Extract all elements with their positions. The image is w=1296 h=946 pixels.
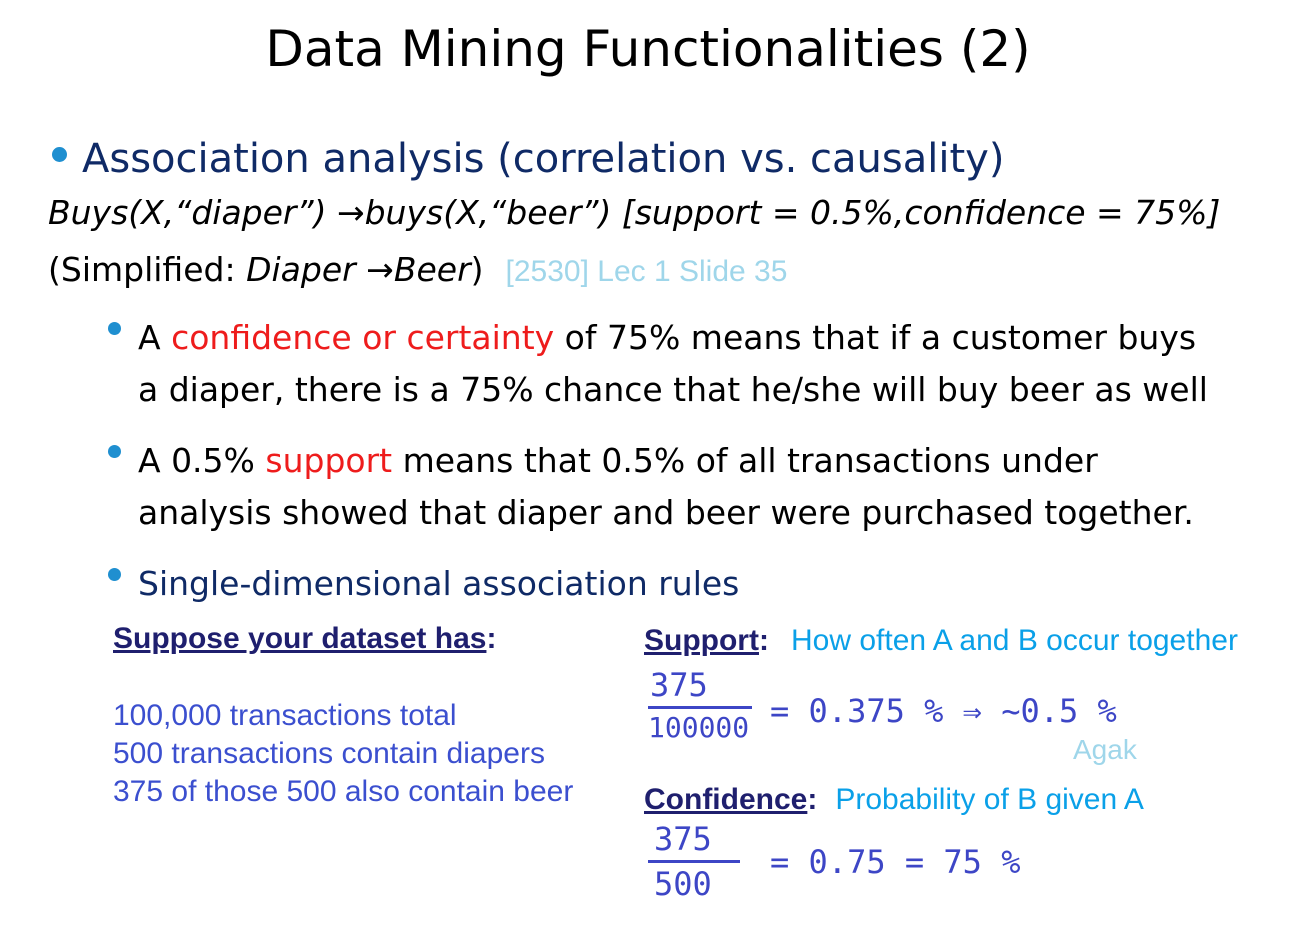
- dataset-line: 500 transactions contain diapers: [113, 737, 545, 770]
- simplified-open: (Simplified:: [48, 250, 247, 289]
- dataset-line: 100,000 transactions total: [113, 699, 457, 732]
- sub-bullet-confidence: A confidence or certainty of 75% means t…: [138, 318, 1196, 357]
- simplified-close: ): [470, 250, 484, 289]
- bullet-icon: [108, 568, 121, 581]
- sub-bullet-single-dimensional: Single-dimensional association rules: [138, 564, 740, 603]
- text: A: [138, 318, 172, 357]
- handwritten-note: Agak: [1073, 734, 1137, 765]
- confidence-fraction: 375 500: [648, 820, 740, 903]
- confidence-definition: Probability of B given A: [835, 783, 1144, 816]
- main-bullet: Association analysis (correlation vs. ca…: [82, 136, 1005, 182]
- text: of 75% means that if a customer buys: [554, 318, 1197, 357]
- numerator: 375: [654, 820, 712, 858]
- support-result: = 0.375 % ⇒ ~0.5 %: [770, 692, 1117, 730]
- support-heading: Support: How often A and B occur together: [644, 624, 1238, 658]
- numerator: 375: [650, 666, 708, 704]
- sub-bullet-support: A 0.5% support means that 0.5% of all tr…: [138, 441, 1098, 480]
- confidence-label: Confidence: [644, 783, 808, 816]
- dataset-heading: Suppose your dataset has:: [113, 622, 496, 656]
- simplified-rule: Diaper →Beer: [246, 250, 471, 289]
- simplified-line: (Simplified: Diaper →Beer) [2530] Lec 1 S…: [48, 250, 787, 289]
- bullet-icon: [52, 147, 67, 162]
- support-definition: How often A and B occur together: [790, 624, 1238, 657]
- colon: :: [758, 624, 769, 657]
- fraction-bar: [648, 860, 740, 863]
- bullet-icon: [108, 322, 121, 335]
- colon: :: [807, 783, 818, 816]
- fraction-bar: [648, 706, 752, 709]
- sub-bullet-support-line2: analysis showed that diaper and beer wer…: [138, 493, 1194, 532]
- slide-title: Data Mining Functionalities (2): [265, 20, 1031, 78]
- text: means that 0.5% of all transactions unde…: [392, 441, 1098, 480]
- bullet-icon: [108, 445, 121, 458]
- colon: :: [486, 622, 497, 655]
- slide-reference: [2530] Lec 1 Slide 35: [505, 255, 788, 288]
- highlight-text: support: [265, 441, 393, 480]
- support-fraction: 375 100000: [648, 666, 752, 744]
- dataset-line: 375 of those 500 also contain beer: [113, 775, 574, 808]
- dataset-heading-text: Suppose your dataset has: [113, 622, 487, 655]
- confidence-result: = 0.75 = 75 %: [770, 843, 1021, 881]
- support-label: Support: [644, 624, 759, 657]
- rule-line: Buys(X,“diaper”) →buys(X,“beer”) [suppor…: [48, 193, 1221, 232]
- highlight-text: confidence or certainty: [171, 318, 555, 357]
- text: A 0.5%: [138, 441, 266, 480]
- confidence-heading: Confidence: Probability of B given A: [644, 783, 1144, 817]
- sub-bullet-confidence-line2: a diaper, there is a 75% chance that he/…: [138, 370, 1208, 409]
- denominator: 100000: [648, 711, 750, 744]
- denominator: 500: [654, 865, 712, 903]
